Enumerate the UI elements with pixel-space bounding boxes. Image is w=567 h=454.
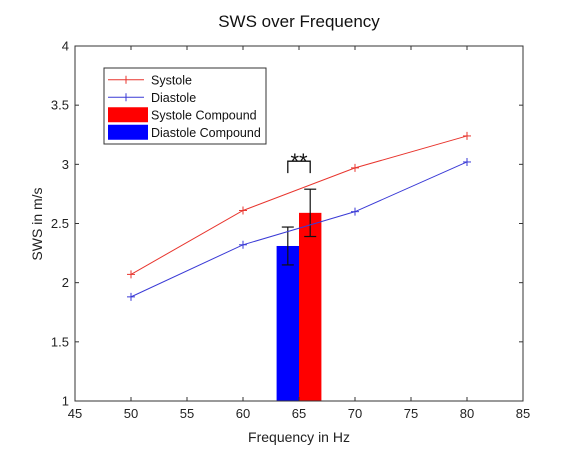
diastole-line [130, 161, 468, 298]
x-tick-label: 75 [404, 406, 418, 421]
legend-entry: Systole Compound [108, 107, 257, 123]
legend-label: Systole Compound [151, 108, 257, 122]
significance-bracket: ** [287, 149, 311, 174]
systole-line [130, 135, 468, 275]
y-tick-label: 2 [62, 275, 69, 290]
systole-compound-bar [299, 212, 322, 401]
diastole-compound-bar [276, 245, 299, 401]
y-tick-label: 3 [62, 157, 69, 172]
legend-bar-swatch [108, 107, 148, 123]
chart-title: SWS over Frequency [218, 12, 380, 31]
legend-entry: Systole [108, 73, 192, 87]
x-tick-label: 45 [68, 406, 82, 421]
systole-point [351, 163, 359, 172]
y-tick-label: 1.5 [51, 334, 69, 349]
legend-entry: Diastole [108, 91, 196, 105]
axes: 45 50 55 60 65 70 75 80 85 1 1.5 2 2.5 3 3.5 4 [51, 39, 530, 422]
x-axis-label: Frequency in Hz [248, 429, 350, 445]
y-tick-label: 4 [62, 39, 69, 54]
significance-label: ** [290, 149, 308, 174]
legend-label: Systole [151, 73, 192, 87]
diastole-point [351, 207, 359, 216]
systole-point [127, 270, 135, 279]
y-tick-label: 1 [62, 394, 69, 409]
diastole-point [463, 157, 471, 166]
x-tick-label: 85 [516, 406, 530, 421]
legend-entry: Diastole Compound [108, 124, 261, 140]
legend-label: Diastole [151, 91, 196, 105]
diastole-compound-error-bar [281, 226, 294, 266]
systole-compound-error-bar [304, 188, 317, 238]
systole-point [463, 131, 471, 140]
y-axis-label: SWS in m/s [29, 187, 45, 260]
legend-label: Diastole Compound [151, 126, 261, 140]
x-tick-label: 55 [180, 406, 194, 421]
y-tick-label: 3.5 [51, 98, 69, 113]
diastole-point [127, 292, 135, 301]
y-tick-label: 2.5 [51, 216, 69, 231]
plot-area: ** [127, 131, 471, 401]
significance-bracket-line [287, 160, 311, 174]
legend: Systole Diastole Systole Compound Diastole … [103, 67, 267, 145]
x-tick-label: 70 [348, 406, 362, 421]
systole-point [239, 206, 247, 215]
x-tick-label: 60 [236, 406, 250, 421]
x-tick-label: 80 [460, 406, 474, 421]
legend-bar-swatch [108, 124, 148, 140]
x-tick-label: 65 [292, 406, 306, 421]
diastole-point [239, 240, 247, 249]
x-tick-label: 50 [124, 406, 138, 421]
